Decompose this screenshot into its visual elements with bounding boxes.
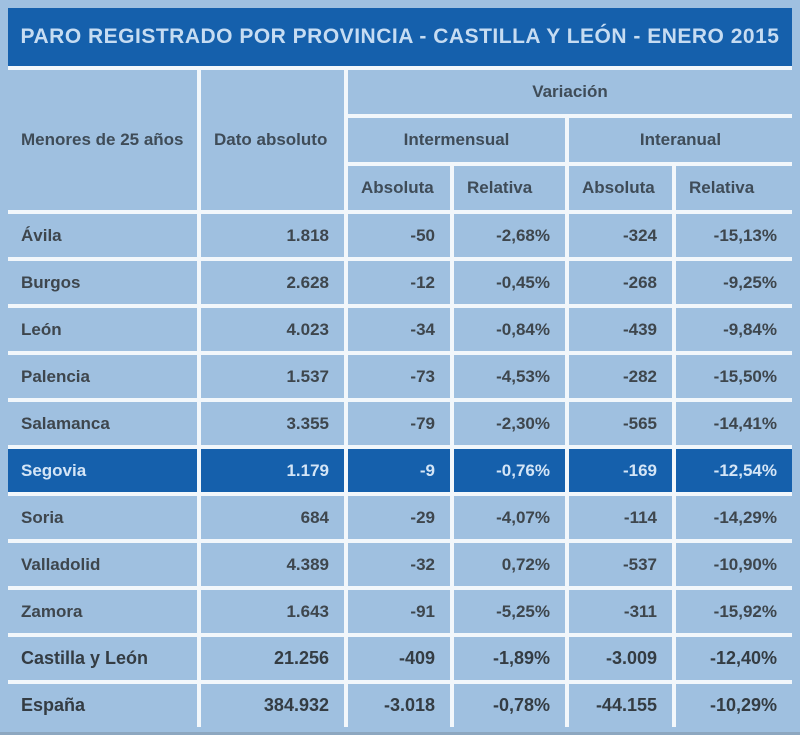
row-label-7: Valladolid (8, 543, 197, 586)
data-cell: -91 (348, 590, 450, 633)
data-cell: -4,53% (454, 355, 565, 398)
data-cell: -29 (348, 496, 450, 539)
row-label-3: Palencia (8, 355, 197, 398)
row-label-1: Burgos (8, 261, 197, 304)
data-cell: -311 (569, 590, 672, 633)
data-cell: -0,45% (454, 261, 565, 304)
data-cell: 3.355 (201, 402, 344, 445)
data-cell: -268 (569, 261, 672, 304)
data-cell: 21.256 (201, 637, 344, 680)
header-intermensual-absoluta: Absoluta (348, 166, 450, 210)
data-cell: -5,25% (454, 590, 565, 633)
data-cell: -565 (569, 402, 672, 445)
data-cell: 1.179 (201, 449, 344, 492)
row-label-9: Castilla y León (8, 637, 197, 680)
data-cell: -15,50% (676, 355, 792, 398)
data-cell: -0,78% (454, 684, 565, 727)
data-cell: -409 (348, 637, 450, 680)
data-cell: 0,72% (454, 543, 565, 586)
data-cell: -12,40% (676, 637, 792, 680)
row-label-4: Salamanca (8, 402, 197, 445)
data-cell: 1.537 (201, 355, 344, 398)
data-cell: -169 (569, 449, 672, 492)
data-cell: -15,13% (676, 214, 792, 257)
data-cell: -50 (348, 214, 450, 257)
data-cell: -3.018 (348, 684, 450, 727)
data-cell: -0,84% (454, 308, 565, 351)
data-cell: -9,25% (676, 261, 792, 304)
data-cell: -0,76% (454, 449, 565, 492)
data-cell: -3.009 (569, 637, 672, 680)
data-cell: -2,30% (454, 402, 565, 445)
data-cell: -282 (569, 355, 672, 398)
row-label-6: Soria (8, 496, 197, 539)
data-cell: -14,29% (676, 496, 792, 539)
header-interanual-absoluta: Absoluta (569, 166, 672, 210)
data-cell: -2,68% (454, 214, 565, 257)
header-intermensual-relativa: Relativa (454, 166, 565, 210)
data-cell: 4.023 (201, 308, 344, 351)
data-cell: -439 (569, 308, 672, 351)
data-cell: 684 (201, 496, 344, 539)
data-cell: -10,29% (676, 684, 792, 727)
data-cell: -9,84% (676, 308, 792, 351)
data-cell: -537 (569, 543, 672, 586)
table-grid: Menores de 25 años Dato absoluto Variaci… (8, 66, 792, 727)
data-cell: 1.818 (201, 214, 344, 257)
data-cell: -4,07% (454, 496, 565, 539)
data-cell: -79 (348, 402, 450, 445)
header-interanual-relativa: Relativa (676, 166, 792, 210)
row-label-10: España (8, 684, 197, 727)
data-cell: 4.389 (201, 543, 344, 586)
data-cell: -10,90% (676, 543, 792, 586)
data-cell: -1,89% (454, 637, 565, 680)
row-label-2: León (8, 308, 197, 351)
data-cell: 1.643 (201, 590, 344, 633)
data-cell: 384.932 (201, 684, 344, 727)
data-cell: -14,41% (676, 402, 792, 445)
row-label-0: Ávila (8, 214, 197, 257)
data-cell: -34 (348, 308, 450, 351)
data-cell: -12,54% (676, 449, 792, 492)
data-cell: -15,92% (676, 590, 792, 633)
data-cell: -32 (348, 543, 450, 586)
data-cell: -73 (348, 355, 450, 398)
data-cell: -114 (569, 496, 672, 539)
data-cell: -44.155 (569, 684, 672, 727)
bottom-border-strip (0, 732, 800, 735)
header-intermensual: Intermensual (348, 118, 565, 162)
header-interanual: Interanual (569, 118, 792, 162)
data-cell: 2.628 (201, 261, 344, 304)
row-label-8: Zamora (8, 590, 197, 633)
header-variacion: Variación (348, 70, 792, 114)
data-cell: -9 (348, 449, 450, 492)
data-cell: -324 (569, 214, 672, 257)
table-title: PARO REGISTRADO POR PROVINCIA - CASTILLA… (8, 8, 792, 66)
data-cell: -12 (348, 261, 450, 304)
row-label-5: Segovia (8, 449, 197, 492)
header-menores-25: Menores de 25 años (8, 70, 197, 210)
header-dato-absoluto: Dato absoluto (201, 70, 344, 210)
